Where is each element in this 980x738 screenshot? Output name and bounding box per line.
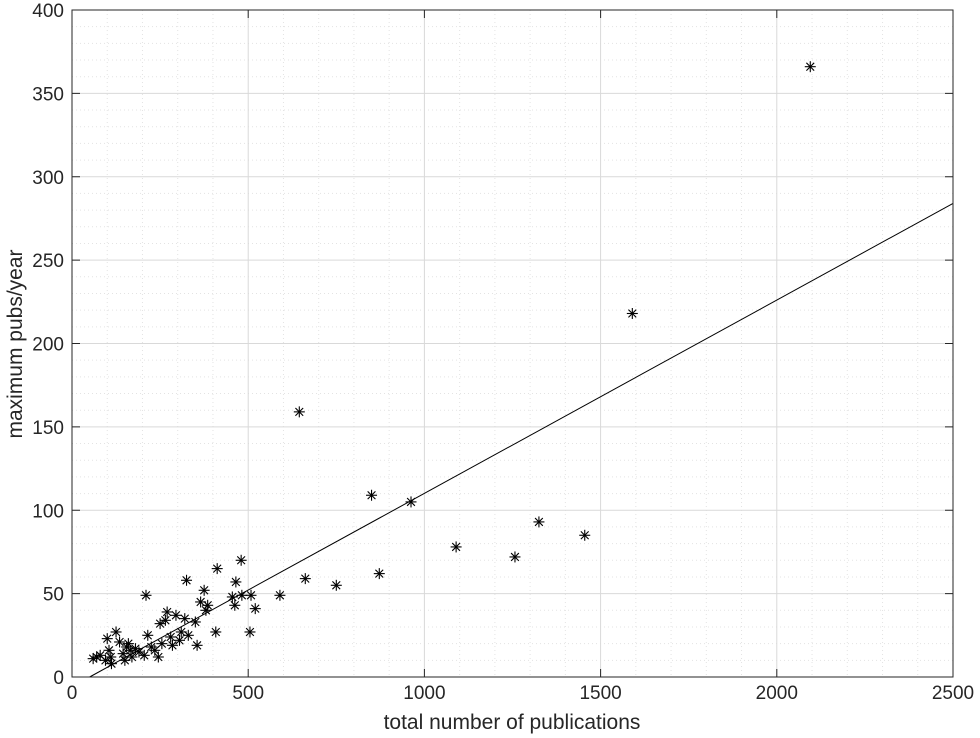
data-point	[229, 599, 241, 611]
grid	[71, 9, 954, 678]
data-point	[170, 609, 182, 621]
data-point	[200, 604, 212, 616]
data-point	[195, 596, 207, 608]
data-point	[182, 629, 194, 641]
fit-line	[89, 202, 954, 678]
data-point	[804, 61, 816, 73]
data-point	[165, 631, 177, 643]
y-tick-label: 200	[32, 335, 64, 356]
axes	[71, 9, 954, 678]
y-tick-label: 100	[32, 501, 64, 522]
data-point	[533, 516, 545, 528]
data-point	[293, 406, 305, 418]
y-tick-label: 0	[53, 668, 64, 689]
x-tick-label: 0	[67, 683, 78, 704]
y-axis-label: maximum pubs/year	[4, 249, 27, 438]
data-point	[274, 589, 286, 601]
data-point	[179, 613, 191, 625]
data-point	[161, 606, 173, 618]
data-point	[249, 603, 261, 615]
fit-line-layer	[89, 202, 954, 678]
y-tick-label: 150	[32, 418, 64, 439]
data-point	[189, 616, 201, 628]
data-point	[405, 496, 417, 508]
data-point	[198, 584, 210, 596]
data-point	[191, 639, 203, 651]
data-point	[230, 576, 242, 588]
data-point	[181, 574, 193, 586]
data-point	[138, 649, 150, 661]
data-point	[366, 489, 378, 501]
data-point	[226, 591, 238, 603]
y-tick-label: 400	[32, 1, 64, 22]
data-point	[103, 644, 115, 656]
data-point	[140, 589, 152, 601]
data-point	[119, 654, 131, 666]
x-tick-label: 2000	[756, 683, 798, 704]
data-point	[122, 638, 134, 650]
data-point	[509, 551, 521, 563]
data-point	[373, 568, 385, 580]
data-point	[142, 629, 154, 641]
data-point	[173, 634, 185, 646]
data-point	[110, 626, 122, 638]
data-point	[244, 626, 256, 638]
x-tick-label: 2500	[932, 683, 974, 704]
data-point	[126, 651, 138, 663]
data-point	[626, 307, 638, 319]
data-point	[450, 541, 462, 553]
data-point	[166, 639, 178, 651]
data-point	[299, 573, 311, 585]
data-point	[330, 579, 342, 591]
data-point	[105, 658, 117, 670]
y-tick-label: 250	[32, 251, 64, 272]
data-point	[149, 644, 161, 656]
data-point	[156, 638, 168, 650]
x-axis-label: total number of publications	[384, 711, 641, 734]
x-tick-label: 500	[232, 683, 264, 704]
data-point	[579, 529, 591, 541]
y-tick-label: 50	[43, 585, 64, 606]
x-tick-label: 1000	[403, 683, 445, 704]
data-point	[211, 563, 223, 575]
data-point	[101, 633, 113, 645]
data-points	[87, 61, 816, 670]
y-tick-label: 350	[32, 84, 64, 105]
data-point	[245, 589, 257, 601]
x-tick-label: 1500	[579, 683, 621, 704]
data-point	[114, 636, 126, 648]
y-tick-label: 300	[32, 168, 64, 189]
data-point	[105, 651, 117, 663]
data-point	[152, 651, 164, 663]
data-point	[154, 618, 166, 630]
data-point	[202, 599, 214, 611]
data-point	[235, 554, 247, 566]
data-point	[159, 614, 171, 626]
tick-labels: 0 500 1000 1500 2000 2500 0 50 100 150 200 250 300 35…	[32, 1, 974, 704]
data-point	[210, 626, 222, 638]
